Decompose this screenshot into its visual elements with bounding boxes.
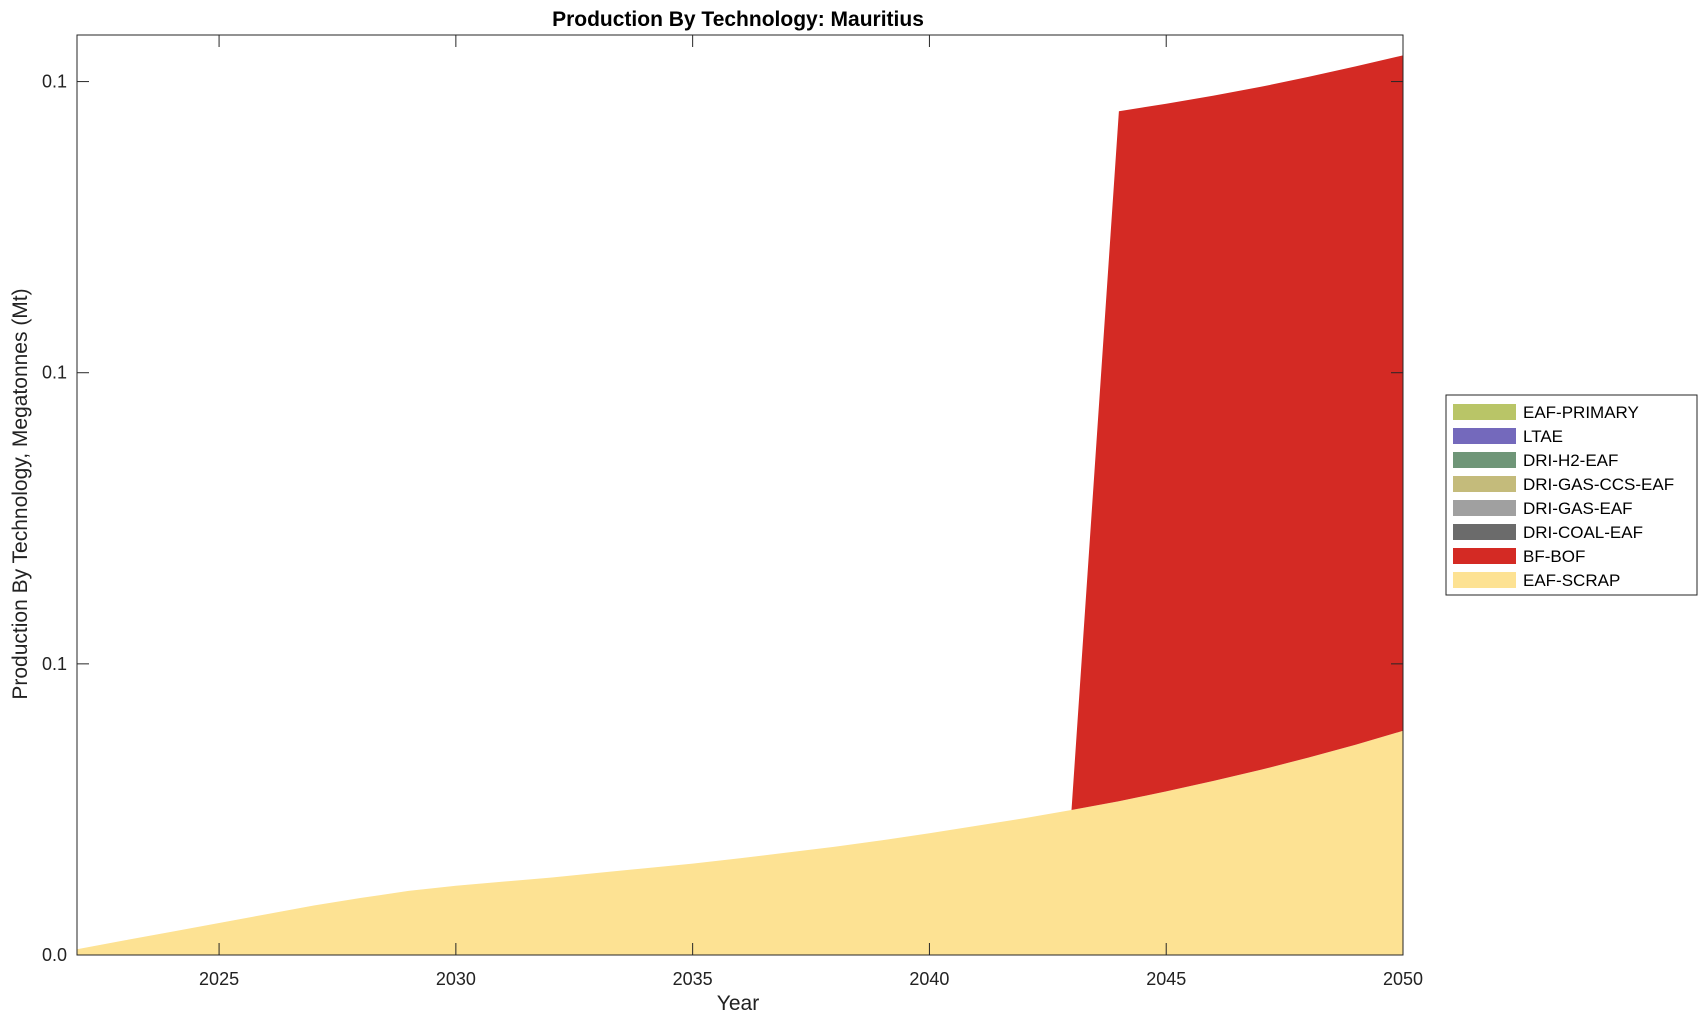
legend-label: DRI-GAS-CCS-EAF bbox=[1523, 475, 1674, 494]
legend: EAF-PRIMARY LTAE DRI-H2-EAF DRI-GAS-CCS-EAF… bbox=[1445, 394, 1698, 596]
x-tick-label: 2035 bbox=[673, 969, 713, 989]
y-tick-label: 0.1 bbox=[42, 72, 67, 92]
x-tick-label: 2045 bbox=[1146, 969, 1186, 989]
legend-label: DRI-COAL-EAF bbox=[1523, 523, 1643, 542]
x-axis-title: Year bbox=[717, 992, 759, 1015]
legend-label: BF-BOF bbox=[1523, 547, 1585, 566]
y-axis-title: Production By Technology, Megatonnes (Mt… bbox=[9, 288, 32, 699]
y-axis: 0.0 0.1 0.1 0.1 bbox=[42, 72, 1403, 965]
legend-label: DRI-GAS-EAF bbox=[1523, 499, 1633, 518]
legend-swatch bbox=[1453, 524, 1516, 540]
plot-frame bbox=[76, 34, 1404, 956]
legend-swatch bbox=[1453, 500, 1516, 516]
legend-label: EAF-SCRAP bbox=[1523, 571, 1620, 590]
x-tick-label: 2040 bbox=[909, 969, 949, 989]
area-layers bbox=[77, 55, 1403, 955]
x-axis: 2025 2030 2035 2040 2045 2050 bbox=[199, 35, 1423, 989]
legend-swatch bbox=[1453, 404, 1516, 420]
legend-swatch bbox=[1453, 452, 1516, 468]
legend-swatch bbox=[1453, 476, 1516, 492]
x-tick-label: 2050 bbox=[1383, 969, 1423, 989]
legend-swatch bbox=[1453, 548, 1516, 564]
area-eaf-scrap bbox=[77, 730, 1403, 955]
x-tick-label: 2025 bbox=[199, 969, 239, 989]
legend-label: DRI-H2-EAF bbox=[1523, 451, 1618, 470]
chart-title: Production By Technology: Mauritius bbox=[552, 8, 924, 31]
y-tick-label: 0.0 bbox=[42, 945, 67, 965]
legend-swatch bbox=[1453, 428, 1516, 444]
y-tick-label: 0.1 bbox=[42, 363, 67, 383]
legend-label: EAF-PRIMARY bbox=[1523, 403, 1639, 422]
x-tick-label: 2030 bbox=[436, 969, 476, 989]
y-tick-label: 0.1 bbox=[42, 654, 67, 674]
legend-label: LTAE bbox=[1523, 427, 1563, 446]
legend-swatch bbox=[1453, 572, 1516, 588]
area-bf-bof bbox=[1071, 55, 1403, 810]
